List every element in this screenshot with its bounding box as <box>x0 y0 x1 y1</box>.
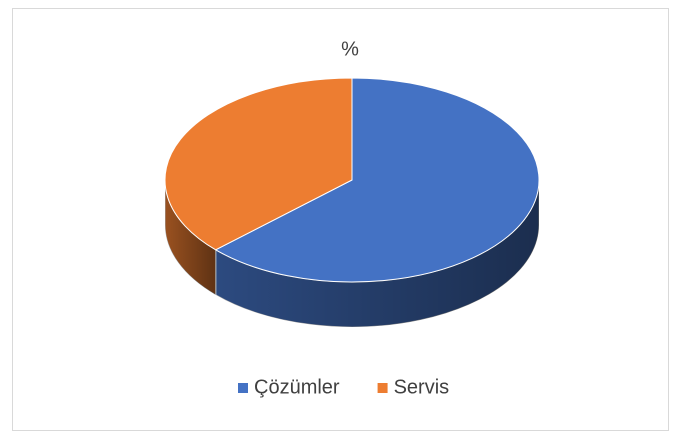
legend-swatch <box>377 383 388 393</box>
slice <box>164 77 353 251</box>
slice-side-shade <box>165 180 216 295</box>
legend-label: Servis <box>394 376 450 398</box>
chart-title: % <box>341 38 359 60</box>
legend-swatch <box>238 383 248 393</box>
slice <box>214 77 540 283</box>
slice-side-shade <box>215 180 539 328</box>
legend-label: Çözümler <box>254 376 340 398</box>
